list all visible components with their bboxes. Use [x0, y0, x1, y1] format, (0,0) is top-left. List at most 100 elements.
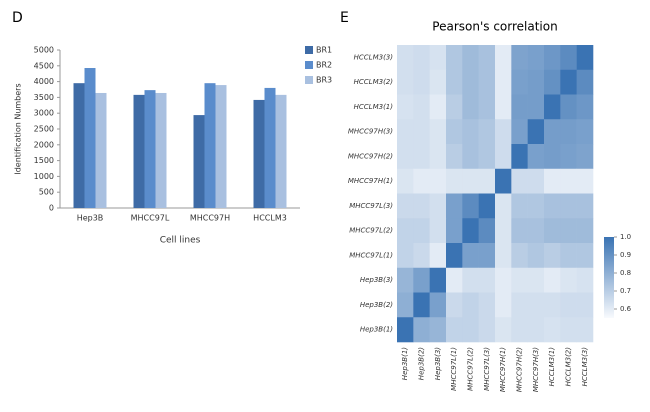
- heatmap-cell: [544, 243, 561, 269]
- x-tick-label: MHCC97L(1): [450, 347, 458, 391]
- panel-label: E: [340, 10, 349, 26]
- heatmap-cell: [511, 144, 528, 170]
- heatmap-cell: [511, 119, 528, 145]
- y-tick-label: MHCC97L(1): [349, 251, 393, 259]
- heatmap-cell: [413, 292, 430, 318]
- heatmap-cell: [544, 119, 561, 145]
- heatmap-cell: [495, 69, 512, 95]
- heatmap-cell: [429, 193, 447, 219]
- heatmap-cell: [511, 69, 528, 95]
- heatmap-cell: [429, 292, 447, 318]
- legend-label: BR1: [316, 46, 332, 55]
- heatmap-cell: [560, 119, 577, 145]
- x-tick-label: Hep3B(1): [401, 347, 409, 380]
- y-tick-label: 4500: [34, 61, 54, 70]
- heatmap-cell: [462, 144, 479, 170]
- heatmap-cell: [495, 267, 512, 293]
- heatmap-cell: [511, 218, 528, 244]
- heatmap-cell: [576, 292, 594, 318]
- heatmap-cell: [544, 218, 561, 244]
- heatmap-cell: [429, 45, 447, 71]
- heatmap-cell: [576, 193, 594, 219]
- heatmap-cell: [527, 193, 545, 219]
- heatmap-cell: [560, 144, 577, 170]
- y-tick-label: MHCC97L(3): [349, 202, 393, 210]
- heatmap-cell: [560, 94, 577, 120]
- heatmap-cell: [495, 243, 512, 269]
- x-tick-label: Hep3B(3): [434, 347, 442, 380]
- heatmap-cell: [446, 243, 463, 269]
- heatmap-cell: [527, 119, 545, 145]
- heatmap-cell: [413, 69, 430, 95]
- heatmap-cell: [413, 119, 430, 145]
- heatmap-cell: [429, 243, 447, 269]
- x-tick-label: MHCC97H: [190, 214, 230, 223]
- heatmap-cell: [560, 243, 577, 269]
- bar: [215, 85, 227, 208]
- heatmap-cell: [429, 69, 447, 95]
- x-tick-label: MHCC97L(2): [467, 347, 475, 391]
- y-tick-label: Hep3B(2): [360, 301, 393, 309]
- x-tick-label: MHCC97L: [131, 214, 170, 223]
- heatmap-cell: [397, 168, 414, 194]
- colorbar-label: 1.0: [620, 233, 631, 241]
- heatmap-cell: [413, 94, 430, 120]
- bar: [253, 99, 265, 208]
- heatmap-cell: [446, 94, 463, 120]
- heatmap-cell: [527, 243, 545, 269]
- heatmap-cell: [446, 69, 463, 95]
- heatmap-cell: [544, 69, 561, 95]
- heatmap-cell: [446, 218, 463, 244]
- heatmap-cell: [413, 218, 430, 244]
- x-tick-label: HCCLM3(2): [565, 347, 573, 387]
- heatmap-cell: [478, 144, 496, 170]
- heatmap-cell: [576, 144, 594, 170]
- heatmap-cell: [413, 168, 430, 194]
- panel-label: D: [12, 10, 23, 26]
- y-tick-label: 500: [39, 188, 54, 197]
- x-tick-label: MHCC97H(3): [532, 347, 540, 392]
- heatmap-cell: [544, 144, 561, 170]
- colorbar: [604, 237, 614, 318]
- heatmap-cell: [462, 267, 479, 293]
- heatmap-cell: [560, 218, 577, 244]
- heatmap-cell: [527, 45, 545, 71]
- heatmap-cell: [511, 94, 528, 120]
- heatmap-cell: [560, 168, 577, 194]
- heatmap-cell: [495, 292, 512, 318]
- heatmap-cell: [576, 119, 594, 145]
- heatmap-cell: [495, 317, 512, 343]
- heatmap-cell: [478, 317, 496, 343]
- heatmap-cell: [478, 94, 496, 120]
- heatmap-cell: [413, 243, 430, 269]
- heatmap-cell: [560, 292, 577, 318]
- y-tick-label: HCCLM3(1): [354, 103, 394, 111]
- heatmap-cell: [478, 267, 496, 293]
- x-tick-label: Hep3B(2): [418, 347, 426, 380]
- heatmap-cell: [544, 317, 561, 343]
- y-tick-label: 3000: [34, 109, 54, 118]
- heatmap-cell: [462, 193, 479, 219]
- heatmap-cell: [560, 193, 577, 219]
- y-axis-title: Identification Numbers: [14, 83, 23, 174]
- x-tick-label: Hep3B: [77, 214, 104, 223]
- heatmap-cell: [495, 119, 512, 145]
- heatmap-cell: [446, 292, 463, 318]
- heatmap-cell: [495, 144, 512, 170]
- heatmap-cell: [527, 144, 545, 170]
- bar: [133, 94, 145, 208]
- y-tick-label: 5000: [34, 46, 54, 55]
- heatmap-cell: [495, 218, 512, 244]
- heatmap-cell: [429, 119, 447, 145]
- heatmap-cell: [462, 45, 479, 71]
- y-tick-label: 1500: [34, 156, 54, 165]
- heatmap-cell: [397, 218, 414, 244]
- heatmap-cell: [560, 45, 577, 71]
- heatmap-cell: [527, 317, 545, 343]
- chart-title: Pearson's correlation: [432, 20, 557, 34]
- heatmap-cell: [397, 144, 414, 170]
- heatmap-cell: [511, 267, 528, 293]
- heatmap-cell: [544, 267, 561, 293]
- heatmap-cell: [544, 193, 561, 219]
- heatmap-cell: [511, 193, 528, 219]
